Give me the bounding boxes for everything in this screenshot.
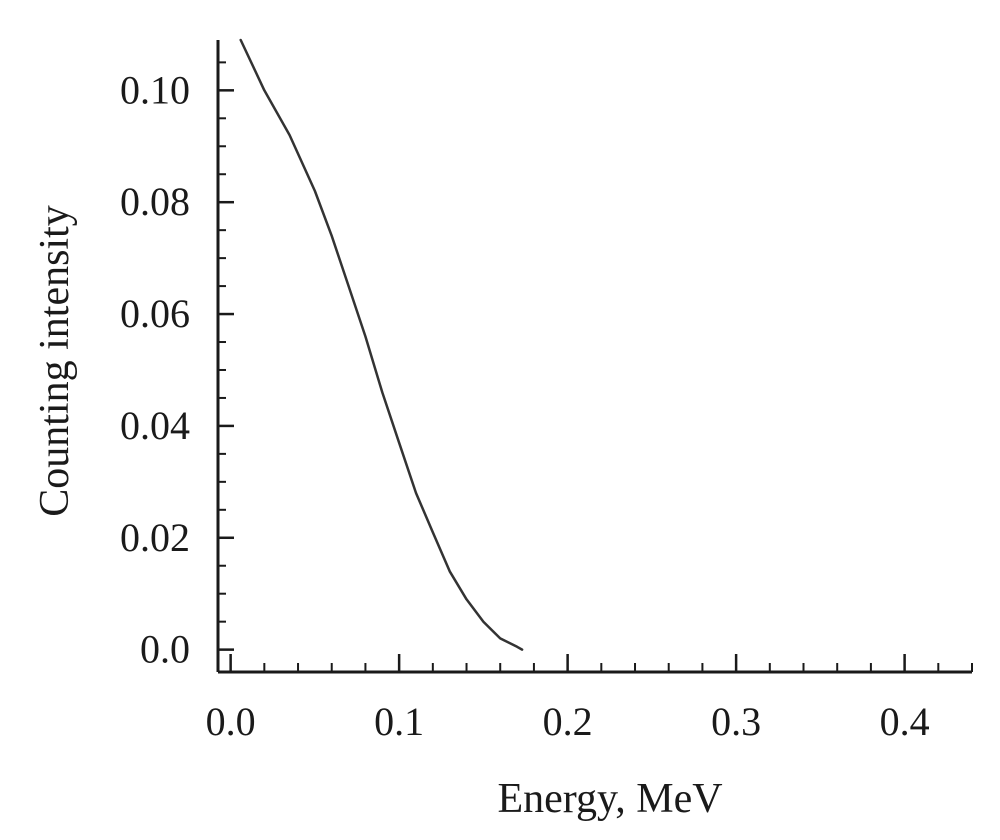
y-tick-label: 0.08 (120, 179, 190, 224)
y-ticks (218, 61, 234, 651)
x-tick-label: 0.1 (374, 699, 424, 744)
x-tick-labels: 0.0 0.1 0.2 0.3 0.4 (206, 699, 930, 744)
y-tick-label: 0.02 (120, 515, 190, 560)
y-tick-label: 0.06 (120, 291, 190, 336)
y-tick-label: 0.04 (120, 403, 190, 448)
y-tick-label: 0.0 (140, 627, 190, 672)
x-tick-label: 0.3 (711, 699, 761, 744)
x-tick-label: 0.4 (880, 699, 930, 744)
axes (216, 40, 972, 674)
series-group (239, 38, 524, 651)
x-axis-title: Energy, MeV (497, 776, 722, 822)
x-ticks (229, 654, 973, 672)
x-tick-label: 0.2 (543, 699, 593, 744)
x-tick-label: 0.0 (206, 699, 256, 744)
y-tick-labels: 0.0 0.02 0.04 0.06 0.08 0.10 (120, 67, 190, 671)
y-tick-label: 0.10 (120, 67, 190, 112)
series-line (239, 38, 524, 651)
y-axis-title: Counting intensity (32, 205, 78, 517)
